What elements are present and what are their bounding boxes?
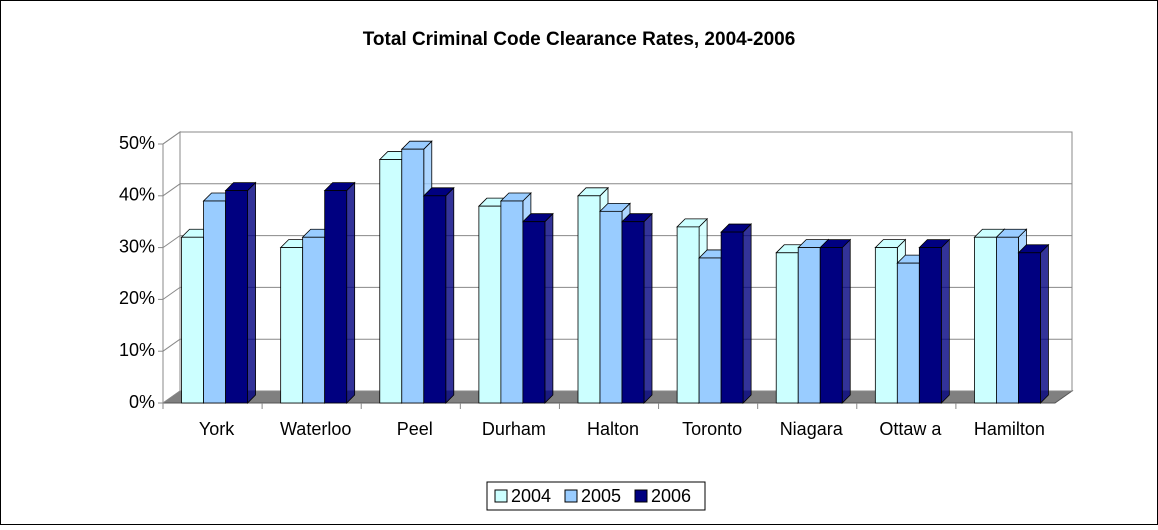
bar (896, 262, 920, 404)
bar-side (940, 238, 950, 404)
bar (720, 231, 744, 404)
bar (698, 257, 722, 404)
y-tick-label: 10% (119, 340, 155, 360)
chart-title: Total Criminal Code Clearance Rates, 200… (363, 29, 796, 50)
x-tick-label: Ottaw a (879, 419, 942, 439)
x-tick-label: Durham (482, 419, 546, 439)
x-tick-label: Halton (587, 419, 639, 439)
bar-side (346, 181, 356, 404)
grid-line-side (162, 183, 181, 197)
bar (599, 210, 623, 404)
grid-line-side (162, 286, 181, 300)
bar (819, 247, 843, 404)
y-tick-label: 50% (119, 133, 155, 153)
x-tick-label: Hamilton (974, 419, 1045, 439)
bar (974, 236, 997, 404)
bar (225, 190, 248, 404)
y-tick-label: 40% (119, 185, 155, 205)
bar (996, 236, 1019, 404)
legend-swatch (634, 489, 648, 503)
bar-side (841, 238, 851, 404)
bar (775, 252, 799, 404)
bar-side (445, 186, 455, 404)
y-tick-label: 30% (119, 236, 155, 256)
legend-label: 2004 (511, 486, 551, 506)
y-tick-label: 20% (119, 288, 155, 308)
legend-swatch (494, 489, 508, 503)
bar (379, 159, 403, 404)
bar (181, 236, 204, 404)
x-tick-label: Toronto (682, 419, 742, 439)
bar (478, 205, 502, 404)
bar (1018, 252, 1041, 404)
bar-side (247, 181, 256, 404)
legend-label: 2005 (581, 486, 621, 506)
bar-side (544, 212, 554, 404)
bar (874, 247, 898, 404)
x-tick-label: Niagara (780, 419, 844, 439)
bar (401, 148, 425, 404)
legend-label: 2006 (651, 486, 691, 506)
bar-side (643, 212, 653, 404)
y-tick-label: 0% (129, 392, 155, 412)
legend-box (486, 481, 706, 511)
bar (280, 247, 304, 404)
bar (522, 221, 546, 404)
bar (676, 226, 700, 404)
bar-side (1040, 243, 1049, 404)
x-tick-label: York (199, 419, 235, 439)
grid-line-side (162, 131, 181, 145)
legend-swatch (564, 489, 578, 503)
bar (500, 200, 524, 404)
bar (423, 195, 447, 404)
bar (621, 221, 645, 404)
bar (203, 200, 226, 404)
bar (918, 247, 942, 404)
x-tick-label: Peel (397, 419, 433, 439)
grid-line-side (162, 390, 181, 404)
bar (302, 236, 326, 404)
x-tick-label: Waterloo (280, 419, 351, 439)
bar (577, 195, 601, 404)
bar-side (742, 223, 752, 404)
grid-line-side (162, 235, 181, 249)
bar (797, 247, 821, 404)
grid-line-side (162, 338, 181, 352)
bar (324, 190, 348, 404)
side-wall (162, 131, 181, 404)
